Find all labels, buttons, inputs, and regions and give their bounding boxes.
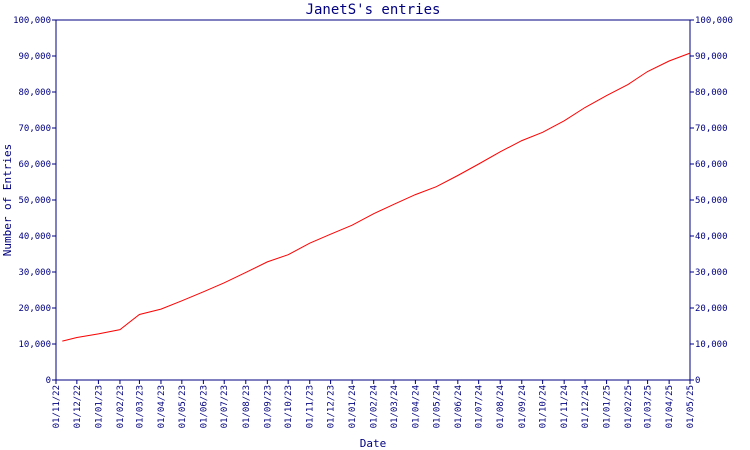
y-tick-label-left: 40,000 (18, 232, 51, 242)
y-tick-label-right: 0 (695, 376, 700, 386)
x-tick-label: 01/01/25 (603, 385, 613, 428)
x-axis: 01/11/22 01/12/22 01/01/23 01/02/23 01/03/23… (52, 380, 696, 428)
x-tick-label: 01/09/23 (263, 385, 273, 428)
chart-title: JanetS's entries (306, 2, 441, 18)
x-tick-label: 01/05/23 (178, 385, 188, 428)
x-tick-label: 01/08/23 (242, 385, 252, 428)
y-tick-label-left: 10,000 (18, 340, 51, 350)
y-tick-label-left: 20,000 (18, 304, 51, 314)
x-tick-label: 01/08/24 (496, 385, 506, 428)
series-line (62, 52, 691, 342)
x-tick-label: 01/06/23 (199, 385, 209, 428)
x-tick-label: 01/12/23 (327, 385, 337, 428)
x-tick-label: 01/04/23 (157, 385, 167, 428)
y-tick-label-right: 10,000 (695, 340, 728, 350)
x-tick-label: 01/02/24 (370, 385, 380, 428)
x-tick-label: 01/09/24 (518, 385, 528, 428)
y-tick-label-left: 50,000 (18, 196, 51, 206)
x-tick-label: 01/03/24 (390, 385, 400, 428)
x-tick-label: 01/10/24 (539, 385, 549, 428)
y-tick-label-left: 90,000 (18, 52, 51, 62)
x-axis-label: Date (360, 437, 387, 450)
x-tick-label: 01/04/25 (665, 385, 675, 428)
x-tick-label: 01/11/23 (306, 385, 316, 428)
y-tick-label-left: 70,000 (18, 124, 51, 134)
y-tick-label-right: 50,000 (695, 196, 728, 206)
y-tick-label-right: 20,000 (695, 304, 728, 314)
y-tick-label-right: 100,000 (695, 16, 733, 26)
x-tick-label: 01/04/24 (411, 385, 421, 428)
y-tick-label-right: 90,000 (695, 52, 728, 62)
series-group (62, 52, 691, 342)
y-tick-label-right: 60,000 (695, 160, 728, 170)
y-axis-left: 0 10,000 20,000 30,000 40,000 50,000 60,000 70,… (13, 16, 56, 386)
x-tick-label: 01/11/22 (52, 385, 62, 428)
x-tick-label: 01/03/25 (644, 385, 654, 428)
x-tick-label: 01/11/24 (560, 385, 570, 428)
x-tick-label: 01/02/25 (624, 385, 634, 428)
plot-area-frame (55, 19, 691, 381)
x-tick-label: 01/12/22 (73, 385, 83, 428)
y-tick-label-left: 100,000 (13, 16, 51, 26)
x-tick-label: 01/02/23 (116, 385, 126, 428)
y-tick-label-left: 60,000 (18, 160, 51, 170)
y-tick-label-right: 30,000 (695, 268, 728, 278)
x-tick-label: 01/07/24 (475, 385, 485, 428)
x-tick-label: 01/05/24 (432, 385, 442, 428)
x-tick-label: 01/01/24 (348, 385, 358, 428)
y-axis-right: 0 10,000 20,000 30,000 40,000 50,000 60,000 70,… (690, 16, 733, 386)
y-tick-label-right: 80,000 (695, 88, 728, 98)
y-tick-label-left: 30,000 (18, 268, 51, 278)
x-tick-label: 01/01/23 (94, 385, 104, 428)
x-tick-label: 01/10/23 (284, 385, 294, 428)
y-axis-label: Number of Entries (1, 144, 14, 257)
x-tick-label: 01/03/23 (135, 385, 145, 428)
y-tick-label-right: 40,000 (695, 232, 728, 242)
x-tick-label: 01/12/24 (581, 385, 591, 428)
x-tick-label: 01/06/24 (454, 385, 464, 428)
y-tick-label-right: 70,000 (695, 124, 728, 134)
y-tick-label-left: 0 (46, 376, 51, 386)
x-tick-label: 01/07/23 (220, 385, 230, 428)
y-tick-label-left: 80,000 (18, 88, 51, 98)
x-tick-label: 01/05/25 (686, 385, 696, 428)
